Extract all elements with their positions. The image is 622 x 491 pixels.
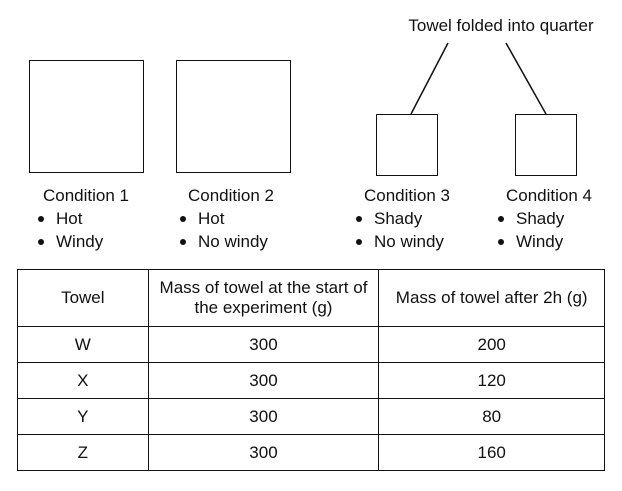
callout-line-left xyxy=(410,42,449,115)
condition-3: Condition 3 Shady No windy xyxy=(354,184,460,253)
towel-condition-2-square xyxy=(176,60,291,173)
cell-towel: X xyxy=(17,362,149,399)
condition-point: Shady xyxy=(354,207,460,230)
results-table: Towel Mass of towel at the start of the … xyxy=(17,269,605,471)
cell-mass-start: 300 xyxy=(147,434,380,471)
table-row: Y 300 80 xyxy=(17,398,605,435)
table-header-row: Towel Mass of towel at the start of the … xyxy=(17,269,605,327)
callout-label: Towel folded into quarter xyxy=(408,16,594,35)
cell-mass-after: 200 xyxy=(378,326,605,363)
callout-line-right xyxy=(505,42,547,115)
towel-condition-3-folded-square xyxy=(376,114,438,176)
condition-point: Hot xyxy=(178,207,284,230)
cell-towel: W xyxy=(17,326,149,363)
condition-title: Condition 2 xyxy=(187,186,274,205)
cell-mass-start: 300 xyxy=(147,398,380,435)
condition-point: Hot xyxy=(36,207,136,230)
condition-point: Shady xyxy=(496,207,602,230)
cell-mass-after: 160 xyxy=(378,434,605,471)
cell-mass-after: 120 xyxy=(378,362,605,399)
cell-mass-after: 80 xyxy=(378,398,605,435)
header-towel: Towel xyxy=(17,269,149,327)
cell-mass-start: 300 xyxy=(147,362,380,399)
condition-title: Condition 3 xyxy=(363,186,450,205)
condition-4: Condition 4 Shady Windy xyxy=(496,184,602,253)
condition-2: Condition 2 Hot No windy xyxy=(178,184,284,253)
table-row: W 300 200 xyxy=(17,326,605,363)
table-row: X 300 120 xyxy=(17,362,605,399)
header-mass-start: Mass of towel at the start of the experi… xyxy=(147,269,380,327)
header-mass-after: Mass of towel after 2h (g) xyxy=(378,269,605,327)
cell-towel: Y xyxy=(17,398,149,435)
condition-point: Windy xyxy=(36,230,136,253)
table-row: Z 300 160 xyxy=(17,434,605,471)
towel-condition-4-folded-square xyxy=(515,114,577,176)
towel-condition-1-square xyxy=(29,60,144,173)
condition-point: Windy xyxy=(496,230,602,253)
condition-title: Condition 1 xyxy=(42,186,129,205)
cell-towel: Z xyxy=(17,434,149,471)
condition-point: No windy xyxy=(354,230,460,253)
condition-point: No windy xyxy=(178,230,284,253)
condition-1: Condition 1 Hot Windy xyxy=(36,184,136,253)
condition-title: Condition 4 xyxy=(505,186,592,205)
cell-mass-start: 300 xyxy=(147,326,380,363)
